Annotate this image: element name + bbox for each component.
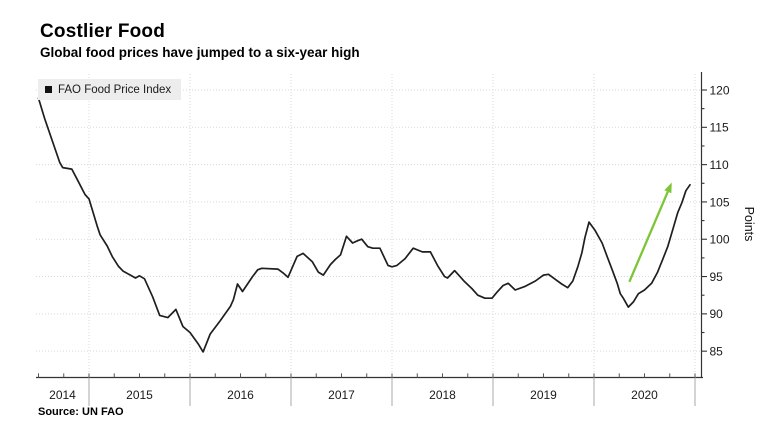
svg-text:115: 115 — [710, 121, 729, 135]
chart-subtitle: Global food prices have jumped to a six-… — [40, 45, 360, 60]
svg-text:100: 100 — [710, 233, 730, 247]
grid-horizontal — [36, 89, 702, 352]
svg-text:90: 90 — [710, 307, 724, 321]
svg-text:2015: 2015 — [126, 388, 153, 402]
fao-index-line — [37, 97, 691, 353]
chart-title: Costlier Food — [40, 21, 166, 42]
svg-text:85: 85 — [710, 344, 724, 358]
trend-arrow — [628, 182, 672, 283]
svg-text:110: 110 — [710, 158, 729, 172]
legend: FAO Food Price Index — [38, 79, 182, 100]
y-axis-title: Points — [742, 207, 756, 242]
svg-text:2020: 2020 — [631, 388, 658, 402]
svg-text:2017: 2017 — [328, 388, 355, 402]
svg-text:2014: 2014 — [49, 388, 76, 402]
source-note: Source: UN FAO — [38, 406, 124, 418]
grid-vertical — [88, 74, 696, 377]
legend-swatch-icon — [45, 86, 52, 93]
y-tick-labels: 85 90 95 100 105 110 115 120 — [710, 83, 730, 358]
svg-text:95: 95 — [710, 270, 724, 284]
svg-text:2016: 2016 — [227, 388, 254, 402]
svg-text:2018: 2018 — [429, 388, 456, 402]
svg-text:120: 120 — [710, 83, 730, 97]
svg-text:2019: 2019 — [530, 388, 557, 402]
y-axis — [700, 72, 707, 378]
svg-text:105: 105 — [710, 195, 730, 209]
legend-label: FAO Food Price Index — [58, 83, 172, 96]
x-tick-labels: 2014 2015 2016 2017 2018 2019 2020 — [49, 388, 658, 402]
x-axis — [36, 373, 703, 406]
